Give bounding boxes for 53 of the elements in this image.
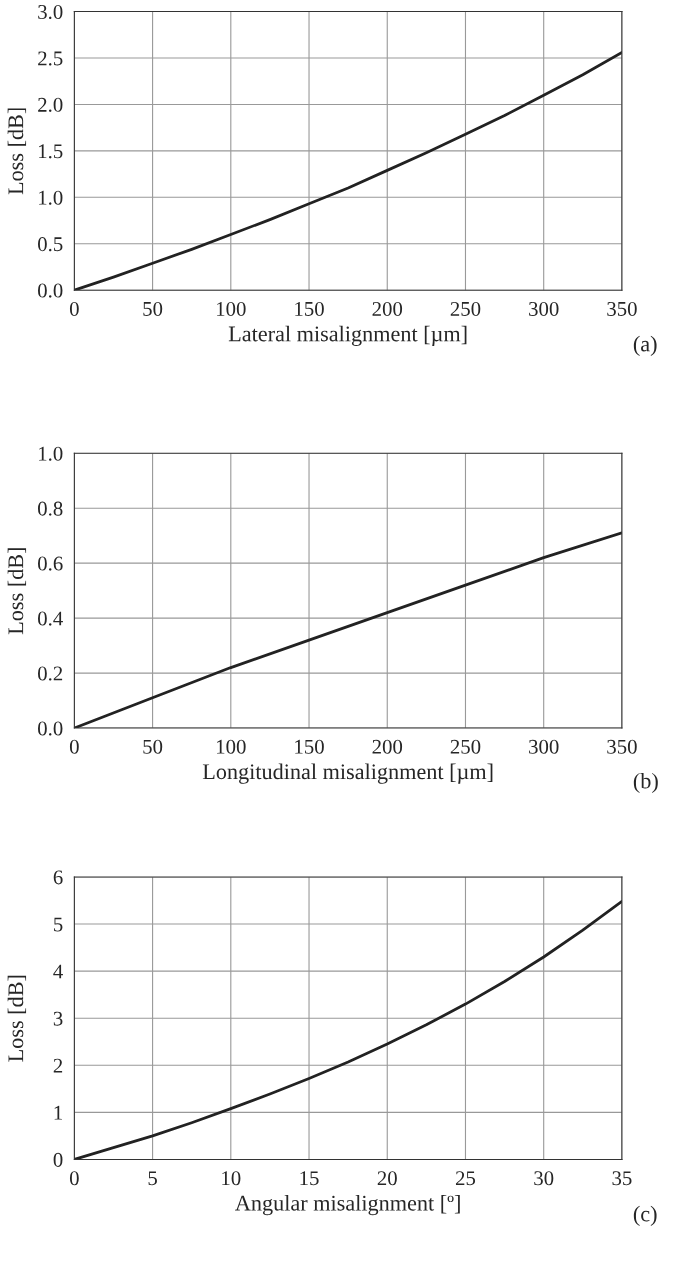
x-tick-label: 50 [143, 739, 163, 754]
y-tick-label: 0.5 [38, 237, 63, 252]
x-tick-label: 30 [534, 1171, 554, 1186]
text: (a) [633, 335, 657, 356]
y-tick-label: 2.0 [38, 97, 63, 112]
x-tick-label: 100 [217, 301, 246, 316]
y-tick-label: 0.6 [38, 556, 63, 571]
y-tick-label: 0.0 [38, 283, 63, 298]
x-tick-label: 25 [455, 1171, 476, 1186]
text: (b) [633, 772, 658, 794]
x-tick-label: 0 [69, 301, 79, 316]
y-tick-label: 4 [53, 964, 63, 979]
x-axis-title: Angular misalignment [º] [235, 1195, 460, 1216]
x-tick-label: 250 [450, 301, 481, 316]
x-tick-label: 200 [372, 301, 403, 316]
x-tick-label: 0 [69, 1171, 79, 1186]
x-tick-label: 150 [295, 301, 324, 316]
y-tick-label: 6 [53, 870, 63, 885]
x-tick-label: 150 [295, 739, 324, 754]
y-tick-label: 1.5 [39, 144, 63, 159]
y-tick-label: 1.0 [39, 446, 63, 461]
y-tick-label: 0.2 [38, 666, 63, 681]
x-tick-label: 300 [529, 739, 559, 754]
y-tick-label: 2 [53, 1058, 63, 1073]
x-tick-label: 35 [612, 1171, 632, 1186]
y-tick-label: 3 [53, 1011, 63, 1026]
x-tick-label: 5 [148, 1171, 157, 1186]
x-tick-label: 350 [607, 301, 637, 316]
x-tick-label: 250 [450, 739, 481, 754]
x-tick-label: 100 [217, 739, 246, 754]
x-tick-label: 10 [222, 1171, 241, 1186]
x-tick-label: 300 [529, 301, 559, 316]
x-tick-label: 0 [69, 739, 79, 754]
x-tick-label: 15 [300, 1171, 319, 1186]
y-tick-label: 0 [53, 1152, 63, 1167]
y-tick-label: 2.5 [38, 51, 63, 66]
y-tick-label: 5 [54, 917, 63, 932]
x-axis-title: Lateral misalignment [µm] [228, 325, 467, 346]
x-axis-title: Longitudinal misalignment [µm] [202, 763, 493, 784]
y-tick-label: 0.8 [38, 501, 63, 516]
y-tick-label: 1 [54, 1105, 62, 1120]
y-tick-label: 1.0 [39, 190, 63, 205]
y-axis-title: Loss [dB] [7, 975, 27, 1062]
y-axis-title: Loss [dB] [7, 548, 27, 635]
y-axis-title: Loss [dB] [7, 108, 27, 195]
x-tick-label: 350 [607, 739, 637, 754]
x-tick-label: 50 [143, 301, 163, 316]
text: (c) [633, 1205, 657, 1227]
x-tick-label: 20 [377, 1171, 397, 1186]
y-tick-label: 0.0 [38, 721, 63, 736]
y-tick-label: 0.4 [38, 611, 63, 626]
x-tick-label: 200 [372, 739, 403, 754]
y-tick-label: 3.0 [38, 4, 63, 20]
